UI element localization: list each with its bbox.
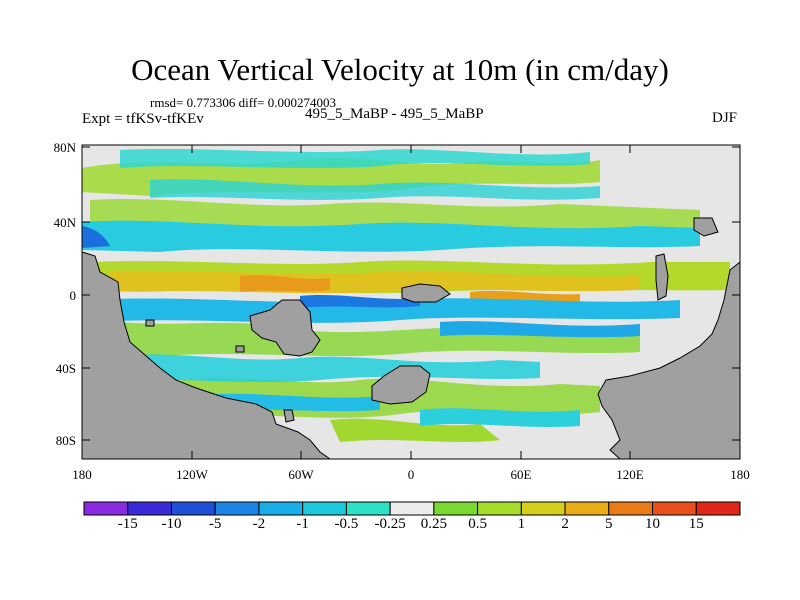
case-label: 495_5_MaBP - 495_5_MaBP [305, 106, 484, 122]
lat-label-eq: 0 [69, 288, 77, 303]
lon-label-60w: 60W [288, 467, 314, 482]
land-small-south [283, 409, 295, 423]
colorbar-tick-label: 5 [605, 516, 613, 532]
colorbar-swatch [608, 501, 654, 516]
colorbar-tick-label: -15 [117, 516, 138, 532]
lon-label-0: 0 [407, 467, 415, 482]
axis-ticks [82, 145, 740, 459]
colorbar-swatch [433, 501, 479, 516]
land-masks [81, 217, 741, 460]
colorbar-tick-label: 0.5 [468, 516, 487, 532]
map-title: Ocean Vertical Velocity at 10m (in cm/da… [131, 52, 669, 87]
lon-label-120e: 120E [616, 467, 644, 482]
land-east [597, 260, 741, 460]
lon-label-180e: 180 [730, 467, 750, 482]
lon-label-60e: 60E [510, 467, 532, 482]
land-equator-island [401, 283, 451, 303]
colorbar-tick-label: 2 [561, 516, 569, 532]
land-strip-east [655, 253, 669, 301]
colorbar-swatch [302, 501, 347, 516]
colorbar-swatch [695, 501, 741, 516]
land-west [81, 251, 332, 460]
lat-label-80n: 80N [53, 140, 76, 155]
stats-label: rmsd= 0.773306 diff= 0.000274003 [150, 95, 336, 110]
colorbar-swatch [258, 501, 304, 516]
negative-velocity-fields [82, 149, 700, 427]
lon-label-120w: 120W [176, 467, 208, 482]
colorbar-tick-label: -1 [296, 516, 309, 532]
lat-label-40s: 40S [55, 361, 76, 376]
land-small-west-2 [235, 345, 245, 353]
colorbar-tick-label: -5 [208, 516, 222, 532]
colorbar-swatch [83, 501, 129, 516]
colorbar-swatch [170, 501, 216, 516]
colorbar-tick-label: 10 [645, 516, 661, 532]
colorbar-swatch [564, 501, 610, 516]
land-small-west [145, 319, 155, 327]
colorbar-swatch [345, 501, 391, 516]
experiment-label: Expt = tfKSv-tfKEv [82, 111, 204, 127]
colorbar-tick-label: -0.5 [334, 516, 359, 532]
colorbar-tick-label: -10 [161, 516, 182, 532]
colorbar-swatch [214, 501, 260, 516]
colorbar-tick-label: -2 [252, 516, 266, 532]
colorbar-tick-label: 1 [517, 516, 526, 532]
colorbar-tick-label: 0.25 [420, 516, 447, 532]
colorbar-swatch [520, 501, 566, 516]
land-south-america [249, 299, 321, 357]
colorbar [83, 501, 741, 516]
colorbar-swatch [127, 501, 172, 516]
colorbar-swatch [477, 501, 522, 516]
colorbar-tick-label: 15 [688, 516, 704, 532]
colorbar-swatch [652, 501, 697, 516]
season-label: DJF [712, 110, 738, 126]
lon-label-180w: 180 [72, 467, 92, 482]
colorbar-swatch [389, 501, 435, 516]
colorbar-tick-label: -0.25 [374, 516, 406, 532]
lat-label-40n: 40N [53, 215, 76, 230]
land-north-east-island [693, 217, 719, 237]
lat-label-80s: 80S [55, 433, 76, 448]
land-atlantic-island [371, 365, 431, 405]
